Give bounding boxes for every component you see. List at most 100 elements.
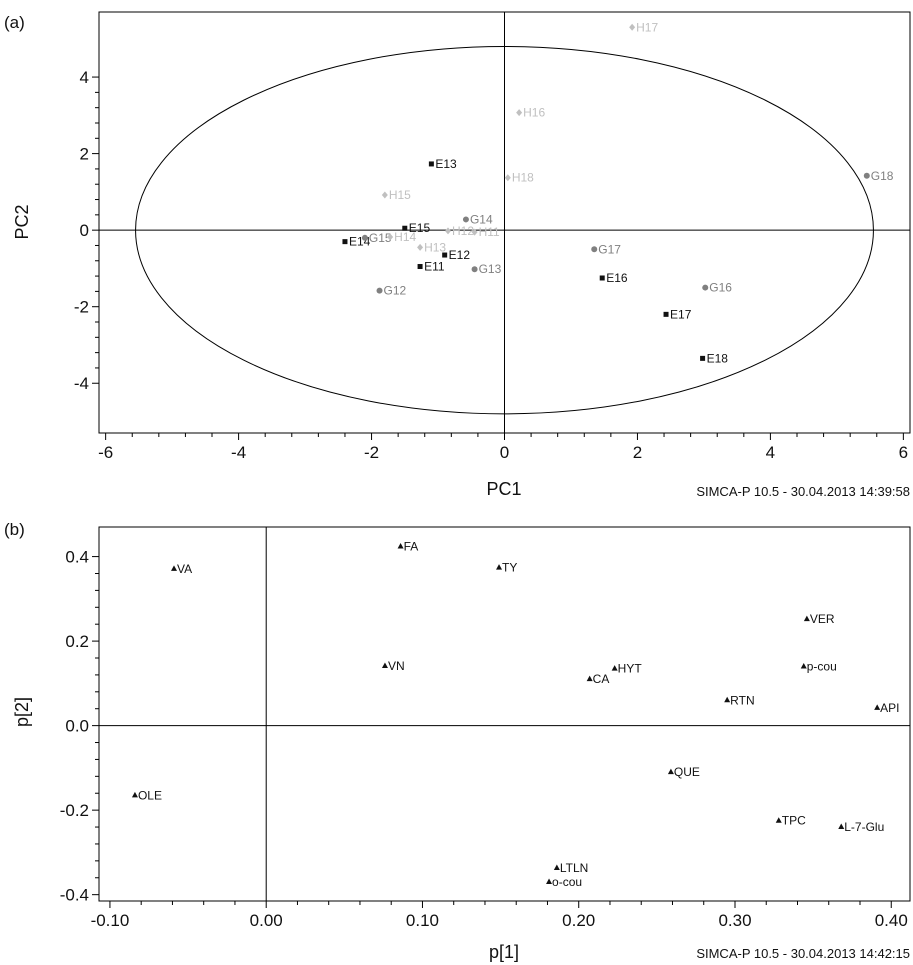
score-label-e13: E13	[435, 157, 457, 171]
score-label-h11: H11	[479, 225, 500, 239]
loading-point-l-7-glu	[838, 823, 845, 830]
score-point-e12	[442, 252, 448, 258]
score-point-g14	[462, 216, 469, 223]
panel-a-xtick-label: 6	[899, 443, 908, 462]
panel-a-ylabel: PC2	[12, 204, 32, 239]
score-label-e12: E12	[449, 248, 471, 262]
score-point-e11	[417, 264, 423, 270]
panel-b-xtick-label: 0.40	[875, 911, 908, 930]
loading-label-va: VA	[177, 562, 192, 576]
loading-label-ty: TY	[502, 561, 517, 575]
score-label-h13: H13	[424, 240, 446, 254]
loading-point-que	[667, 768, 674, 775]
score-point-h14	[387, 233, 394, 241]
loading-label-ver: VER	[810, 612, 835, 626]
loading-label-ole: OLE	[138, 788, 162, 802]
panel-b-ticks: -0.10 0.00 0.10 0.20 0.30 0.40 -0.4 -0.2 0.0 0.2 0…	[60, 548, 908, 930]
panel-a-ytick-label: 0	[80, 221, 89, 240]
score-point-h18	[504, 174, 511, 182]
score-label-g17: G17	[598, 242, 621, 256]
loading-label-fa: FA	[404, 539, 419, 553]
loading-label-rtn: RTN	[730, 693, 754, 707]
score-label-h16: H16	[523, 106, 545, 120]
loading-point-ca	[586, 675, 593, 682]
loading-point-va	[171, 565, 178, 571]
panel-a-ytick-label: -2	[74, 298, 89, 317]
loading-label-hyt: HYT	[618, 662, 643, 676]
score-point-g15	[361, 234, 368, 241]
panel-b-ytick-label: 0.4	[65, 548, 89, 567]
loading-label-ca: CA	[593, 672, 610, 686]
panel-b-ytick-label: -0.4	[60, 886, 89, 905]
panel-b-ytick-label: 0.2	[65, 632, 89, 651]
score-point-g13	[471, 266, 478, 273]
panel-b-label: (b)	[4, 520, 25, 539]
panel-a-ytick-label: 2	[80, 145, 89, 164]
score-label-h15: H15	[389, 188, 411, 202]
panel-a-xtick-label: -2	[364, 443, 379, 462]
score-point-g18	[863, 172, 870, 179]
panel-a-xtick-label: 0	[500, 443, 509, 462]
panel-b-xtick-label: -0.10	[91, 911, 130, 930]
loading-point-ole	[131, 791, 138, 798]
panel-b-points: VA FA TY VER VN HYT CA p-cou RTN API QUE OLE TPC L-7-…	[131, 539, 900, 889]
panel-b-zero-lines	[99, 527, 910, 901]
loading-point-rtn	[724, 696, 731, 703]
score-label-g16: G16	[709, 281, 732, 295]
loading-label-p-cou: p-cou	[807, 659, 837, 673]
score-label-g12: G12	[384, 284, 407, 298]
loading-point-ty	[496, 564, 503, 570]
panel-a-points: E11E12E13E14E15E16E17E18G12G13G14G15G16G…	[342, 20, 894, 365]
hotelling-ellipse	[135, 45, 874, 415]
panel-b-xtick-label: 0.20	[562, 911, 595, 930]
score-label-e15: E15	[409, 221, 431, 235]
score-point-e17	[663, 311, 669, 317]
score-label-e18: E18	[707, 351, 729, 365]
score-point-h17	[629, 23, 636, 31]
score-point-h16	[516, 109, 523, 117]
loading-label-vn: VN	[388, 659, 405, 673]
score-point-g12	[376, 287, 383, 294]
score-label-g14: G14	[470, 212, 493, 226]
score-point-e13	[428, 161, 434, 167]
score-point-h15	[381, 191, 388, 199]
loading-point-p-cou	[800, 662, 807, 669]
score-label-h12: H12	[452, 224, 474, 238]
score-point-h13	[417, 243, 424, 251]
loading-label-tpc: TPC	[782, 814, 806, 828]
score-label-g13: G13	[479, 262, 502, 276]
score-label-g15: G15	[369, 231, 392, 245]
panel-b-ytick-label: -0.2	[60, 801, 89, 820]
loading-label-que: QUE	[674, 765, 700, 779]
score-point-g17	[591, 246, 598, 253]
panel-a-xtick-label: 4	[766, 443, 775, 462]
loading-point-ver	[803, 615, 810, 622]
loading-label-ltln: LTLN	[560, 861, 588, 875]
score-point-h12	[444, 227, 451, 235]
score-point-e18	[700, 355, 706, 361]
score-point-e15	[402, 225, 408, 231]
score-label-h18: H18	[512, 171, 534, 185]
score-label-h17: H17	[636, 20, 658, 34]
score-point-h11	[471, 228, 478, 236]
panel-b-xtick-label: 0.10	[406, 911, 439, 930]
loading-point-o-cou	[546, 878, 553, 884]
loading-label-l-7-glu: L-7-Glu	[844, 820, 884, 834]
panel-a-ytick-label: 4	[80, 68, 89, 87]
score-label-e17: E17	[670, 307, 692, 321]
score-label-e11: E11	[424, 260, 445, 274]
panel-b-xtick-label: 0.30	[718, 911, 751, 930]
loading-point-ltln	[553, 864, 560, 871]
panel-b-ylabel: p[2]	[12, 697, 32, 727]
panel-a-ticks: -6 -4 -2 0 2 4 6 -4 -2 0 2 4	[74, 68, 908, 462]
loading-point-tpc	[775, 817, 782, 823]
loading-point-hyt	[611, 665, 618, 671]
panel-b-footer: SIMCA-P 10.5 - 30.04.2013 14:42:15	[696, 946, 910, 961]
loading-label-o-cou: o-cou	[552, 875, 582, 889]
loading-label-api: API	[880, 701, 899, 715]
panel-a-footer: SIMCA-P 10.5 - 30.04.2013 14:39:58	[696, 484, 910, 499]
panel-a-ytick-label: -4	[74, 374, 89, 393]
loadings-panel: (b) -0.10 0.00 0.10 0.20 0.30 0.40 -0.4 -0.2 0.0…	[4, 520, 911, 962]
